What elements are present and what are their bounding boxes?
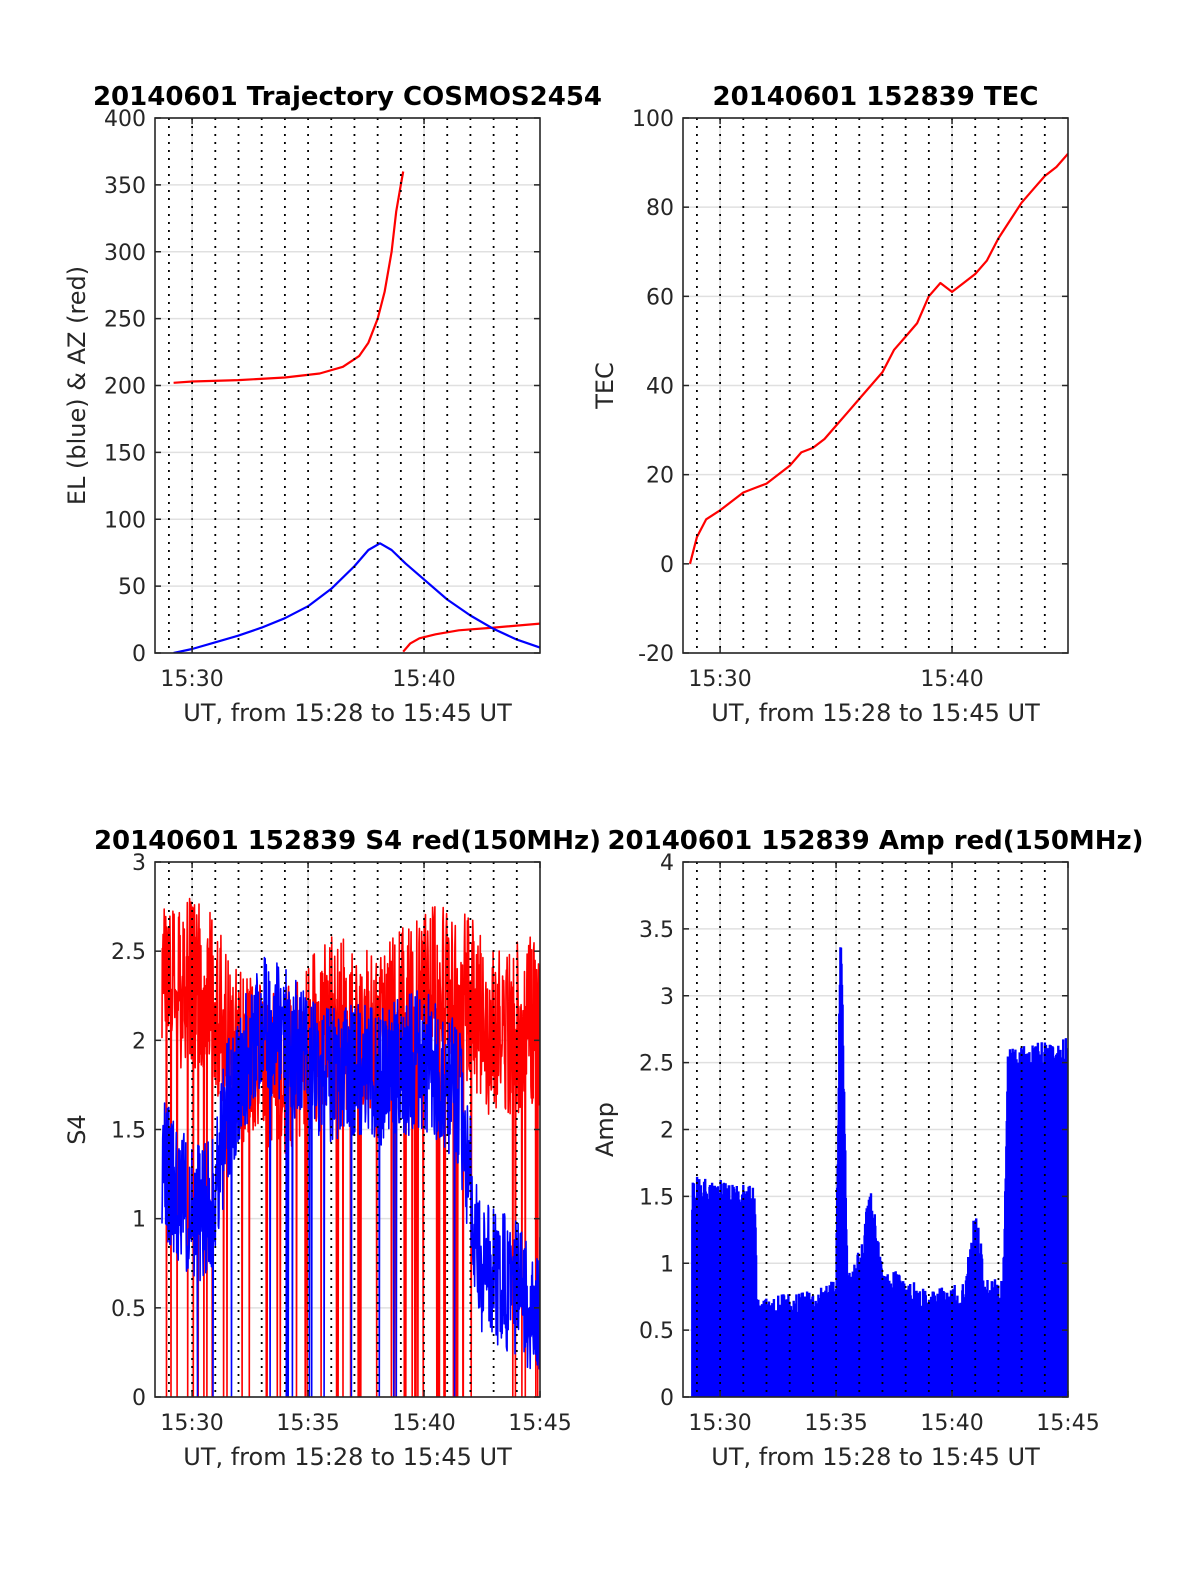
y-tick-label: 1 bbox=[132, 1208, 146, 1233]
series-line bbox=[402, 622, 540, 653]
x-axis-label: UT, from 15:28 to 15:45 UT bbox=[711, 1443, 1040, 1471]
y-tick-label: 0.5 bbox=[111, 1297, 146, 1322]
y-tick-label: 100 bbox=[632, 107, 674, 132]
series-line bbox=[173, 171, 405, 384]
y-tick-label: 100 bbox=[104, 508, 146, 533]
tec-panel: -20 0 20 40 60 80 100 15:30 15:40 20140601 152839… bbox=[591, 82, 1069, 727]
x-axis-label: UT, from 15:28 to 15:45 UT bbox=[183, 1443, 512, 1471]
y-axis-label: EL (blue) & AZ (red) bbox=[63, 266, 91, 505]
data-layer bbox=[691, 947, 1068, 1397]
y-tick-label: 2 bbox=[132, 1029, 146, 1054]
y-tick-label: 150 bbox=[104, 441, 146, 466]
y-tick-label: 2 bbox=[660, 1119, 674, 1144]
x-tick-label: 15:40 bbox=[920, 1411, 983, 1436]
x-tick-label: 15:30 bbox=[688, 1411, 751, 1436]
x-tick-label: 15:45 bbox=[1036, 1411, 1099, 1436]
y-tick-label: 60 bbox=[646, 285, 674, 310]
amp-panel: 0 0.5 1 1.5 2 2.5 3 3.5 4 15:30 15:35 15:40 15:45 201… bbox=[591, 826, 1144, 1471]
x-axis-label: UT, from 15:28 to 15:45 UT bbox=[183, 699, 512, 727]
data-layer bbox=[688, 152, 1068, 565]
y-tick-label: 0.5 bbox=[639, 1319, 674, 1344]
y-tick-label: 0 bbox=[660, 1386, 674, 1411]
y-tick-label: 250 bbox=[104, 308, 146, 333]
series-line bbox=[688, 152, 1068, 565]
y-tick-label: 3 bbox=[132, 851, 146, 876]
y-tick-label: 300 bbox=[104, 241, 146, 266]
y-tick-label: 350 bbox=[104, 174, 146, 199]
y-tick-label: 3.5 bbox=[639, 918, 674, 943]
s4-panel: 0 0.5 1 1.5 2 2.5 3 15:30 15:35 15:40 15:45 2014060… bbox=[63, 826, 601, 1471]
y-tick-label: 50 bbox=[118, 575, 146, 600]
chart-title: 20140601 152839 S4 red(150MHz) bbox=[94, 826, 601, 856]
y-tick-label: 1.5 bbox=[639, 1185, 674, 1210]
chart-title: 20140601 152839 TEC bbox=[713, 82, 1039, 112]
y-tick-label: 3 bbox=[660, 985, 674, 1010]
y-tick-label: 80 bbox=[646, 196, 674, 221]
chart-title: 20140601 152839 Amp red(150MHz) bbox=[607, 826, 1143, 856]
y-tick-label: 20 bbox=[646, 464, 674, 489]
y-tick-label: 1 bbox=[660, 1252, 674, 1277]
y-axis-label: Amp bbox=[591, 1102, 619, 1157]
x-tick-label: 15:35 bbox=[276, 1411, 339, 1436]
y-tick-label: 400 bbox=[104, 107, 146, 132]
x-tick-label: 15:30 bbox=[688, 667, 751, 692]
y-axis-label: S4 bbox=[63, 1114, 91, 1145]
chart-title: 20140601 Trajectory COSMOS2454 bbox=[93, 82, 602, 112]
x-tick-label: 15:40 bbox=[392, 1411, 455, 1436]
y-axis-label: TEC bbox=[591, 362, 619, 410]
series-noise-line bbox=[161, 956, 540, 1397]
y-tick-label: 0 bbox=[132, 1386, 146, 1411]
data-layer bbox=[161, 897, 540, 1397]
y-tick-label: 2.5 bbox=[639, 1052, 674, 1077]
amplitude-bars bbox=[691, 947, 1068, 1397]
x-tick-label: 15:30 bbox=[160, 1411, 223, 1436]
y-tick-label: 0 bbox=[132, 642, 146, 667]
x-tick-label: 15:40 bbox=[920, 667, 983, 692]
x-axis-label: UT, from 15:28 to 15:45 UT bbox=[711, 699, 1040, 727]
y-tick-label: 40 bbox=[646, 375, 674, 400]
y-tick-label: 200 bbox=[104, 375, 146, 400]
x-tick-label: 15:45 bbox=[508, 1411, 571, 1436]
y-tick-label: 0 bbox=[660, 553, 674, 578]
y-tick-label: 2.5 bbox=[111, 940, 146, 965]
series-noise-line bbox=[161, 897, 540, 1397]
y-tick-label: 1.5 bbox=[111, 1119, 146, 1144]
y-tick-label: -20 bbox=[638, 642, 674, 667]
trajectory-panel: 0 50 100 150 200 250 300 350 400 15:30 15:40 201406… bbox=[63, 82, 602, 727]
x-tick-label: 15:40 bbox=[392, 667, 455, 692]
x-tick-label: 15:35 bbox=[804, 1411, 867, 1436]
y-tick-label: 4 bbox=[660, 851, 674, 876]
x-tick-label: 15:30 bbox=[160, 667, 223, 692]
